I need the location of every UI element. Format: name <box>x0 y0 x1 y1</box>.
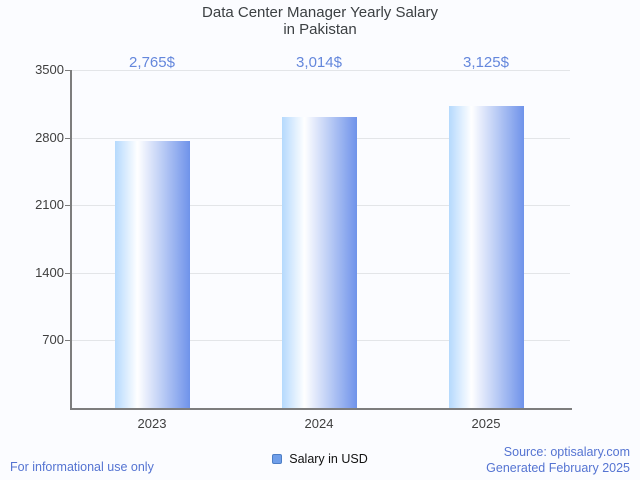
y-axis-label-700: 700 <box>42 332 64 348</box>
bar-2025 <box>448 106 524 408</box>
y-tick-2800 <box>65 137 71 139</box>
legend-label: Salary in USD <box>289 452 368 466</box>
y-tick-2100 <box>65 205 71 207</box>
gridline-3500 <box>72 70 570 71</box>
y-axis-label-2800: 2800 <box>35 129 64 145</box>
x-axis-label-2025: 2025 <box>471 416 501 431</box>
legend-marker-icon <box>272 454 283 464</box>
source-text: Source: optisalary.com <box>503 445 630 459</box>
chart-title-line1: Data Center Manager Yearly Salary <box>202 4 438 21</box>
value-label-2024: 3,014$ <box>296 54 342 71</box>
y-axis-label-3500: 3500 <box>35 62 64 77</box>
y-axis-label-2100: 2100 <box>35 197 64 213</box>
y-tick-700 <box>65 340 71 342</box>
y-axis-label-1400: 1400 <box>35 264 64 280</box>
bar-2024 <box>281 116 357 408</box>
legend: Salary in USD <box>0 452 640 466</box>
y-tick-1400 <box>65 272 71 274</box>
disclaimer-text: For informational use only <box>10 460 154 474</box>
bar-2023 <box>114 140 190 408</box>
x-axis-line <box>70 408 572 410</box>
generated-text: Generated February 2025 <box>486 460 630 475</box>
x-axis-label-2023: 2023 <box>137 416 167 431</box>
y-axis-line <box>70 70 72 410</box>
chart-title-line2: in Pakistan <box>283 21 357 38</box>
value-label-2023: 2,765$ <box>129 54 175 71</box>
x-axis-label-2024: 2024 <box>304 416 334 431</box>
source-block: Source: optisalary.com Generated Februar… <box>486 445 630 476</box>
y-tick-3500 <box>65 70 71 71</box>
value-label-2025: 3,125$ <box>463 54 509 71</box>
chart-title: Data Center Manager Yearly Salary in Pak… <box>0 4 640 38</box>
